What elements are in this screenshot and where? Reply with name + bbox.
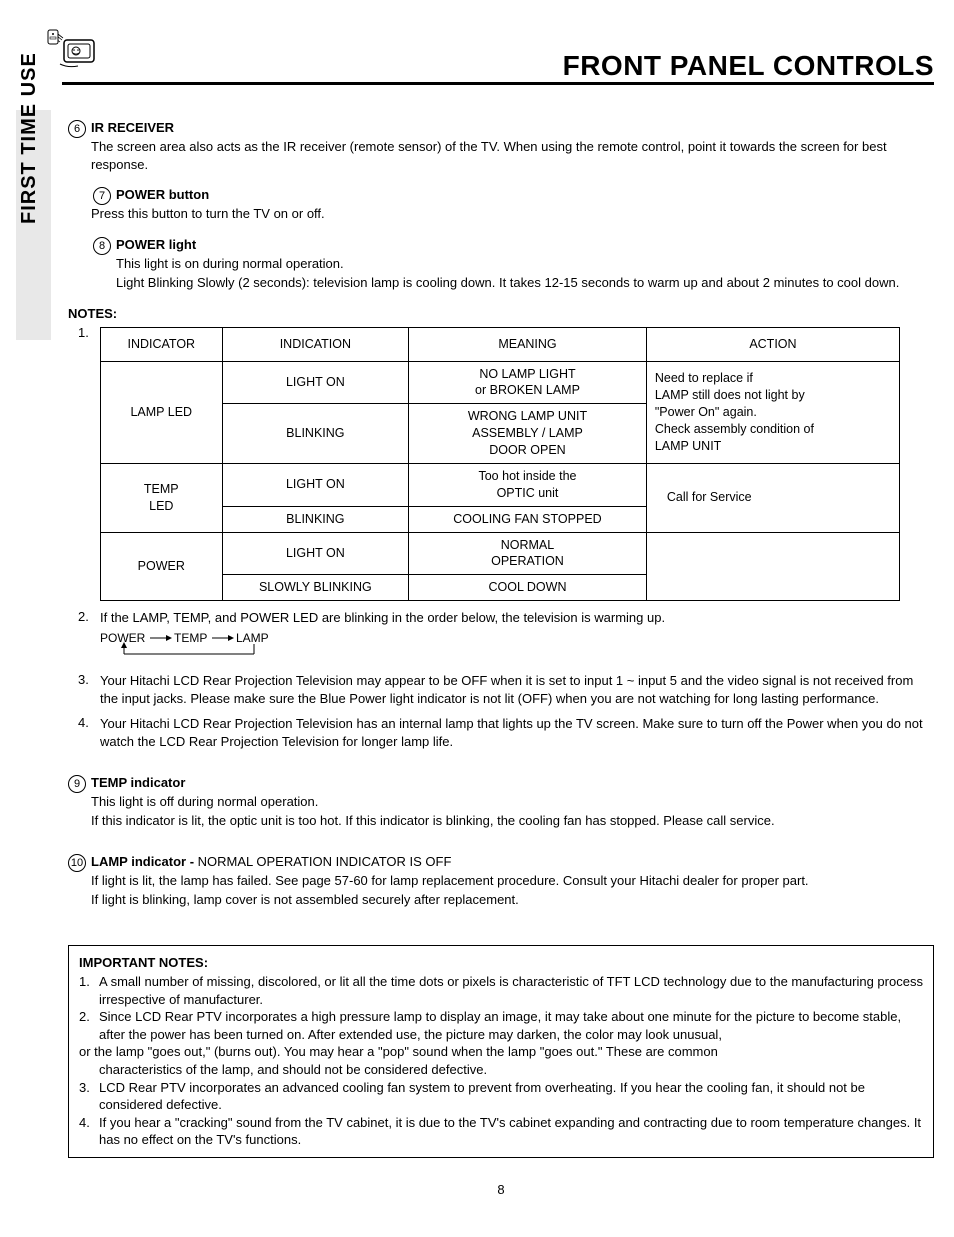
note-number: 1. [78,325,100,602]
cell-indication: BLINKING [222,506,409,532]
table-row: TEMPLED LIGHT ON Too hot inside theOPTIC… [101,463,900,506]
important-num: 2. [79,1008,99,1043]
section-body: This light is on during normal operation… [116,255,934,273]
bullet-7: 7 [93,187,111,205]
important-row-flush: or the lamp "goes out," (burns out). You… [79,1043,923,1061]
section-title: POWER button [116,187,209,202]
cell-meaning: Too hot inside theOPTIC unit [409,463,647,506]
important-text: If you hear a "cracking" sound from the … [99,1114,923,1149]
section-body: Light Blinking Slowly (2 seconds): telev… [116,274,934,292]
cell-action: Call for Service [646,463,899,532]
section-title: POWER light [116,237,196,252]
indicator-table: INDICATOR INDICATION MEANING ACTION LAMP… [100,327,900,602]
section-power-light: 8 POWER light This light is on during no… [68,237,934,292]
cell-indicator: POWER [101,532,223,601]
note-number: 2. [78,609,100,664]
note-1: 1. INDICATOR INDICATION MEANING ACTION L… [78,325,934,602]
important-row: 2. Since LCD Rear PTV incorporates a hig… [79,1008,923,1043]
sequence-diagram: POWER TEMP LAMP [100,630,934,665]
cell-indication: BLINKING [222,404,409,464]
cell-indication: LIGHT ON [222,361,409,404]
section-power-button: 7 POWER button Press this button to turn… [68,187,934,223]
cell-indication: LIGHT ON [222,463,409,506]
section-lamp-indicator: 10 LAMP indicator - NORMAL OPERATION IND… [68,854,934,909]
section-title: TEMP indicator [91,775,185,790]
section-body: Press this button to turn the TV on or o… [91,205,934,223]
seq-label: LAMP [236,631,269,645]
cell-meaning: WRONG LAMP UNITASSEMBLY / LAMPDOOR OPEN [409,404,647,464]
note-text: Your Hitachi LCD Rear Projection Televis… [100,672,934,707]
bullet-8: 8 [93,237,111,255]
important-num: 3. [79,1079,99,1114]
cell-meaning: NO LAMP LIGHTor BROKEN LAMP [409,361,647,404]
important-text: LCD Rear PTV incorporates an advanced co… [99,1079,923,1114]
page-title: FRONT PANEL CONTROLS [563,50,934,82]
table-row: LAMP LED LIGHT ON NO LAMP LIGHTor BROKEN… [101,361,900,404]
important-title: IMPORTANT NOTES: [79,954,923,972]
notes-label: NOTES: [68,306,934,321]
section-body: If light is lit, the lamp has failed. Se… [91,872,934,890]
logo-icon [46,28,96,68]
table-row: POWER LIGHT ON NORMALOPERATION [101,532,900,575]
header-rule [62,82,934,85]
important-text: Since LCD Rear PTV incorporates a high p… [99,1008,923,1043]
col-meaning: MEANING [409,327,647,361]
note-number: 4. [78,715,100,750]
section-body: If light is blinking, lamp cover is not … [91,891,934,909]
important-row-cont: characteristics of the lamp, and should … [99,1061,923,1079]
cell-indicator: LAMP LED [101,361,223,463]
cell-indication: SLOWLY BLINKING [222,575,409,601]
seq-label: POWER [100,631,146,645]
note-text: If the LAMP, TEMP, and POWER LED are bli… [100,610,665,625]
cell-action [646,532,899,601]
important-text: A small number of missing, discolored, o… [99,973,923,1008]
bullet-6: 6 [68,120,86,138]
section-title: IR RECEIVER [91,120,174,135]
important-num: 4. [79,1114,99,1149]
page-number: 8 [68,1182,934,1197]
section-body: The screen area also acts as the IR rece… [91,138,934,173]
note-4: 4. Your Hitachi LCD Rear Projection Tele… [78,715,934,750]
cell-action: Need to replace ifLAMP still does not li… [646,361,899,463]
section-title-rest: NORMAL OPERATION INDICATOR IS OFF [198,854,452,869]
bullet-9: 9 [68,775,86,793]
bullet-10: 10 [68,854,86,872]
col-action: ACTION [646,327,899,361]
col-indicator: INDICATOR [101,327,223,361]
cell-meaning: COOLING FAN STOPPED [409,506,647,532]
section-temp-indicator: 9 TEMP indicator This light is off durin… [68,775,934,830]
important-row: 4. If you hear a "cracking" sound from t… [79,1114,923,1149]
main-content: 6 IR RECEIVER The screen area also acts … [68,120,934,1197]
important-row: 3. LCD Rear PTV incorporates an advanced… [79,1079,923,1114]
col-indication: INDICATION [222,327,409,361]
cell-meaning: NORMALOPERATION [409,532,647,575]
important-row: 1. A small number of missing, discolored… [79,973,923,1008]
important-num: 1. [79,973,99,1008]
note-number: 3. [78,672,100,707]
section-ir-receiver: 6 IR RECEIVER The screen area also acts … [68,120,934,173]
section-body: If this indicator is lit, the optic unit… [91,812,934,830]
note-2: 2. If the LAMP, TEMP, and POWER LED are … [78,609,934,664]
side-tab-label: FIRST TIME USE [18,52,41,224]
cell-indicator: TEMPLED [101,463,223,532]
important-notes-box: IMPORTANT NOTES: 1. A small number of mi… [68,945,934,1158]
table-header-row: INDICATOR INDICATION MEANING ACTION [101,327,900,361]
cell-indication: LIGHT ON [222,532,409,575]
seq-label: TEMP [174,631,207,645]
note-text: Your Hitachi LCD Rear Projection Televis… [100,715,934,750]
section-title-bold: LAMP indicator - [91,854,198,869]
section-body: This light is off during normal operatio… [91,793,934,811]
cell-meaning: COOL DOWN [409,575,647,601]
note-3: 3. Your Hitachi LCD Rear Projection Tele… [78,672,934,707]
